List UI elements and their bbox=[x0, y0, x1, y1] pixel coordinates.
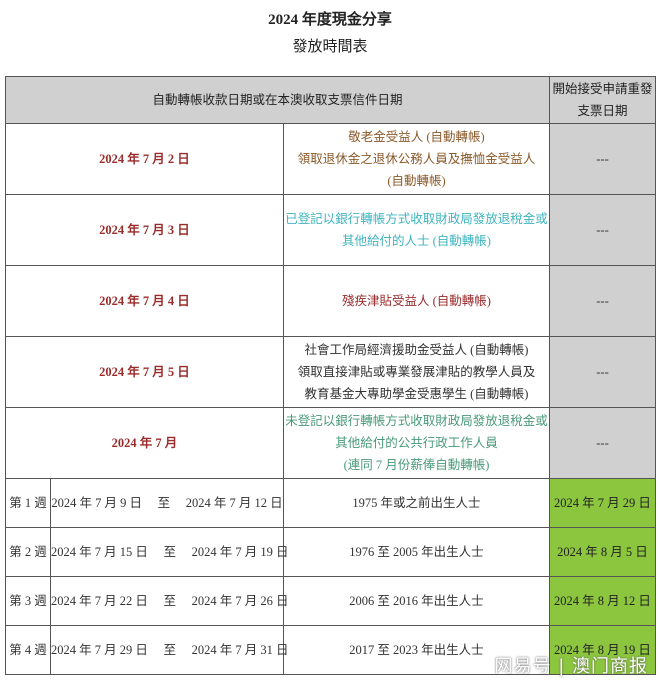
reissue-date: 2024 年 8 月 12 日 bbox=[549, 576, 656, 626]
recipient-line: 已登記以銀行轉帳方式收取財政局發放退稅金或 bbox=[285, 212, 548, 226]
birth-group: 2006 至 2016 年出生人士 bbox=[283, 576, 550, 626]
payment-date: 2024 年 7 月 4 日 bbox=[5, 265, 284, 337]
watermark: 网易号 | 澳门商报 bbox=[494, 656, 648, 677]
payment-date: 2024 年 7 月 3 日 bbox=[5, 194, 284, 266]
week-range: 2024 年 7 月 15 日 至 2024 年 7 月 19 日 bbox=[50, 527, 289, 577]
recipient-line: 社會工作局經濟援助金受益人 (自動轉帳) bbox=[304, 343, 529, 357]
recipient-line: 領取退休金之退休公務人員及撫恤金受益人 bbox=[297, 152, 536, 166]
birth-group: 2017 至 2023 年出生人士 bbox=[283, 625, 550, 675]
week-row: 第 4 週 2024 年 7 月 29 日 至 2024 年 7 月 31 日 … bbox=[5, 625, 656, 675]
recipients: 敬老金受益人 (自動轉帳) 領取退休金之退休公務人員及撫恤金受益人 (自動轉帳) bbox=[283, 123, 550, 195]
recipient-line: 領取直接津貼或專業發展津貼的教學人員及 bbox=[297, 365, 536, 379]
recipient-line: 其他給付的人士 (自動轉帳) bbox=[342, 234, 491, 248]
recipient-line: 殘疾津貼受益人 (自動轉帳) bbox=[342, 294, 491, 308]
reissue-date: 2024 年 7 月 29 日 bbox=[549, 478, 656, 528]
recipient-line: (自動轉帳) bbox=[387, 174, 446, 188]
recipient-line: 其他給付的公共行政工作人員 bbox=[335, 436, 498, 450]
birth-group: 1976 至 2005 年出生人士 bbox=[283, 527, 550, 577]
table-row: 2024 年 7 月 4 日 殘疾津貼受益人 (自動轉帳) --- bbox=[5, 265, 656, 337]
recipients: 未登記以銀行轉帳方式收取財政局發放退稅金或 其他給付的公共行政工作人員 (連同 7 … bbox=[283, 407, 550, 479]
reissue-date: --- bbox=[549, 123, 656, 195]
reissue-date: --- bbox=[549, 194, 656, 266]
recipient-line: 敬老金受益人 (自動轉帳) bbox=[348, 130, 485, 144]
header-left: 自動轉帳收款日期或在本澳收取支票信件日期 bbox=[5, 76, 550, 124]
recipient-line: 教育基金大專助學金受惠學生 (自動轉帳) bbox=[304, 387, 529, 401]
week-row: 第 2 週 2024 年 7 月 15 日 至 2024 年 7 月 19 日 … bbox=[5, 527, 656, 577]
table-row: 2024 年 7 月 2 日 敬老金受益人 (自動轉帳) 領取退休金之退休公務人員… bbox=[5, 123, 656, 195]
week-range: 2024 年 7 月 22 日 至 2024 年 7 月 26 日 bbox=[50, 576, 289, 626]
recipient-line: (連同 7 月份薪俸自動轉帳) bbox=[343, 458, 490, 472]
header-right: 開始接受申請重發支票日期 bbox=[549, 76, 656, 124]
birth-group: 1975 年或之前出生人士 bbox=[283, 478, 550, 528]
table-row: 2024 年 7 月 3 日 已登記以銀行轉帳方式收取財政局發放退稅金或 其他給付… bbox=[5, 194, 656, 266]
table-row: 2024 年 7 月 5 日 社會工作局經濟援助金受益人 (自動轉帳) 領取直接津… bbox=[5, 336, 656, 408]
week-label: 第 4 週 bbox=[5, 625, 51, 675]
reissue-date: 2024 年 8 月 19 日 bbox=[549, 625, 656, 675]
week-label: 第 2 週 bbox=[5, 527, 51, 577]
reissue-date: --- bbox=[549, 336, 656, 408]
table-row: 2024 年 7 月 未登記以銀行轉帳方式收取財政局發放退稅金或 其他給付的公共行… bbox=[5, 407, 656, 479]
title-line-1: 2024 年度現金分享 bbox=[268, 12, 392, 28]
payment-date: 2024 年 7 月 5 日 bbox=[5, 336, 284, 408]
title-line-2: 發放時間表 bbox=[292, 39, 368, 55]
header-row: 自動轉帳收款日期或在本澳收取支票信件日期 開始接受申請重發支票日期 bbox=[5, 76, 656, 124]
payment-date: 2024 年 7 月 2 日 bbox=[5, 123, 284, 195]
recipient-line: 未登記以銀行轉帳方式收取財政局發放退稅金或 bbox=[285, 414, 548, 428]
payment-date: 2024 年 7 月 bbox=[5, 407, 284, 479]
reissue-date: 2024 年 8 月 5 日 bbox=[549, 527, 656, 577]
week-range: 2024 年 7 月 9 日 至 2024 年 7 月 12 日 bbox=[50, 478, 284, 528]
week-label: 第 3 週 bbox=[5, 576, 51, 626]
recipients: 殘疾津貼受益人 (自動轉帳) bbox=[283, 265, 550, 337]
reissue-date: --- bbox=[549, 265, 656, 337]
schedule-table: 自動轉帳收款日期或在本澳收取支票信件日期 開始接受申請重發支票日期 2024 年… bbox=[5, 76, 656, 675]
week-row: 第 1 週 2024 年 7 月 9 日 至 2024 年 7 月 12 日 1… bbox=[5, 478, 656, 528]
recipients: 已登記以銀行轉帳方式收取財政局發放退稅金或 其他給付的人士 (自動轉帳) bbox=[283, 194, 550, 266]
reissue-date: --- bbox=[549, 407, 656, 479]
recipients: 社會工作局經濟援助金受益人 (自動轉帳) 領取直接津貼或專業發展津貼的教學人員及教… bbox=[283, 336, 550, 408]
week-row: 第 3 週 2024 年 7 月 22 日 至 2024 年 7 月 26 日 … bbox=[5, 576, 656, 626]
week-label: 第 1 週 bbox=[5, 478, 51, 528]
week-range: 2024 年 7 月 29 日 至 2024 年 7 月 31 日 bbox=[50, 625, 289, 675]
